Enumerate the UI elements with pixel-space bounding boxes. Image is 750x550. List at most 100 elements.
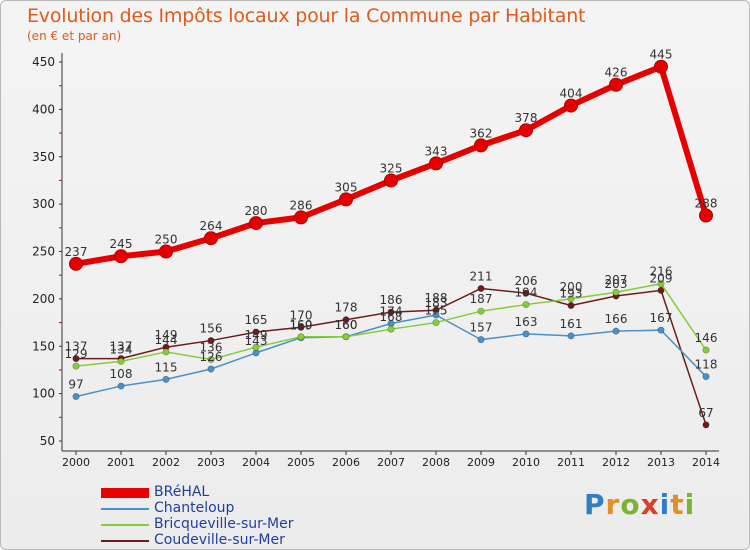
x-tick-label: 2010 [512, 456, 540, 469]
data-label: 174 [380, 305, 403, 319]
data-label: 137 [110, 340, 133, 354]
data-label: 280 [245, 204, 268, 218]
x-tick-label: 2005 [287, 456, 315, 469]
y-tick-label: 150 [32, 339, 55, 353]
data-point [387, 308, 395, 316]
brand-letter: i [659, 488, 671, 521]
legend-label: Bricqueville-sur-Mer [154, 516, 294, 532]
brand-letter: x [640, 488, 660, 521]
data-label: 144 [155, 333, 178, 347]
y-tick-label: 250 [32, 245, 55, 259]
data-label: 188 [425, 291, 448, 305]
data-point [204, 231, 218, 246]
data-point [297, 333, 305, 341]
y-tick-label: 300 [32, 197, 55, 211]
data-point [657, 326, 665, 334]
data-label: 161 [560, 317, 583, 331]
data-label: 115 [155, 360, 178, 374]
data-point [207, 365, 215, 373]
data-point [474, 138, 488, 153]
y-tick-label: 400 [32, 102, 55, 116]
data-point [702, 346, 710, 354]
brand-letter: r [605, 488, 621, 521]
brand-letter: t [670, 488, 685, 521]
data-label: 286 [290, 198, 313, 212]
x-tick-label: 2006 [332, 456, 360, 469]
data-point [567, 302, 575, 310]
data-point [699, 208, 713, 223]
data-label: 343 [425, 144, 448, 158]
x-tick-label: 2013 [647, 456, 675, 469]
data-label: 305 [335, 180, 358, 194]
data-point [162, 375, 170, 383]
data-label: 146 [695, 331, 718, 345]
data-label: 160 [335, 318, 358, 332]
data-label: 203 [605, 277, 628, 291]
data-point [159, 244, 173, 259]
data-label: 207 [605, 273, 628, 287]
data-label: 163 [515, 315, 538, 329]
data-label: 250 [155, 233, 178, 247]
data-point [522, 301, 530, 309]
data-label: 134 [110, 342, 133, 356]
data-point [69, 256, 83, 271]
data-label: 149 [155, 328, 178, 342]
data-point [342, 316, 350, 324]
data-label: 137 [65, 340, 88, 354]
data-label: 264 [200, 219, 223, 233]
data-point [72, 355, 80, 363]
data-label: 178 [335, 301, 358, 315]
data-point [249, 216, 263, 231]
data-label: 157 [470, 321, 493, 335]
data-label: 67 [698, 406, 713, 420]
data-point [117, 382, 125, 390]
data-point [72, 362, 80, 370]
data-point [72, 392, 80, 400]
data-point [117, 357, 125, 365]
data-point [252, 328, 260, 336]
y-tick-label: 50 [40, 434, 55, 448]
legend-swatch [101, 540, 149, 542]
data-point [114, 249, 128, 264]
data-label: 143 [245, 334, 268, 348]
data-label: 211 [470, 269, 493, 283]
data-label: 206 [515, 274, 538, 288]
x-tick-label: 2012 [602, 456, 630, 469]
data-point [339, 192, 353, 207]
y-tick-label: 350 [32, 150, 55, 164]
data-label: 118 [695, 358, 718, 372]
data-label: 362 [470, 126, 493, 140]
data-point [522, 330, 530, 338]
data-label: 237 [65, 245, 88, 259]
data-point [567, 332, 575, 340]
chart-title: Evolution des Impôts locaux pour la Comm… [27, 5, 586, 27]
y-tick-label: 450 [32, 55, 55, 69]
legend-swatch [101, 488, 149, 498]
data-point [657, 286, 665, 294]
x-tick-label: 2000 [62, 456, 90, 469]
x-tick-label: 2008 [422, 456, 450, 469]
data-label: 160 [290, 318, 313, 332]
y-tick-label: 100 [32, 387, 55, 401]
data-point [387, 325, 395, 333]
data-point [297, 323, 305, 331]
data-label: 165 [245, 313, 268, 327]
brand-letter: P [584, 488, 606, 521]
data-point [477, 336, 485, 344]
x-tick-label: 2011 [557, 456, 585, 469]
data-point [342, 333, 350, 341]
data-point [654, 59, 668, 74]
data-label: 170 [290, 308, 313, 322]
data-label: 166 [605, 312, 628, 326]
brand-letter: o [620, 488, 641, 521]
data-point [519, 123, 533, 138]
data-label: 167 [650, 311, 673, 325]
data-point [432, 319, 440, 327]
legend-swatch [101, 508, 149, 510]
data-point [477, 307, 485, 315]
x-tick-label: 2003 [197, 456, 225, 469]
data-label: 194 [515, 286, 538, 300]
data-label: 378 [515, 111, 538, 125]
legend-swatch [101, 524, 149, 526]
